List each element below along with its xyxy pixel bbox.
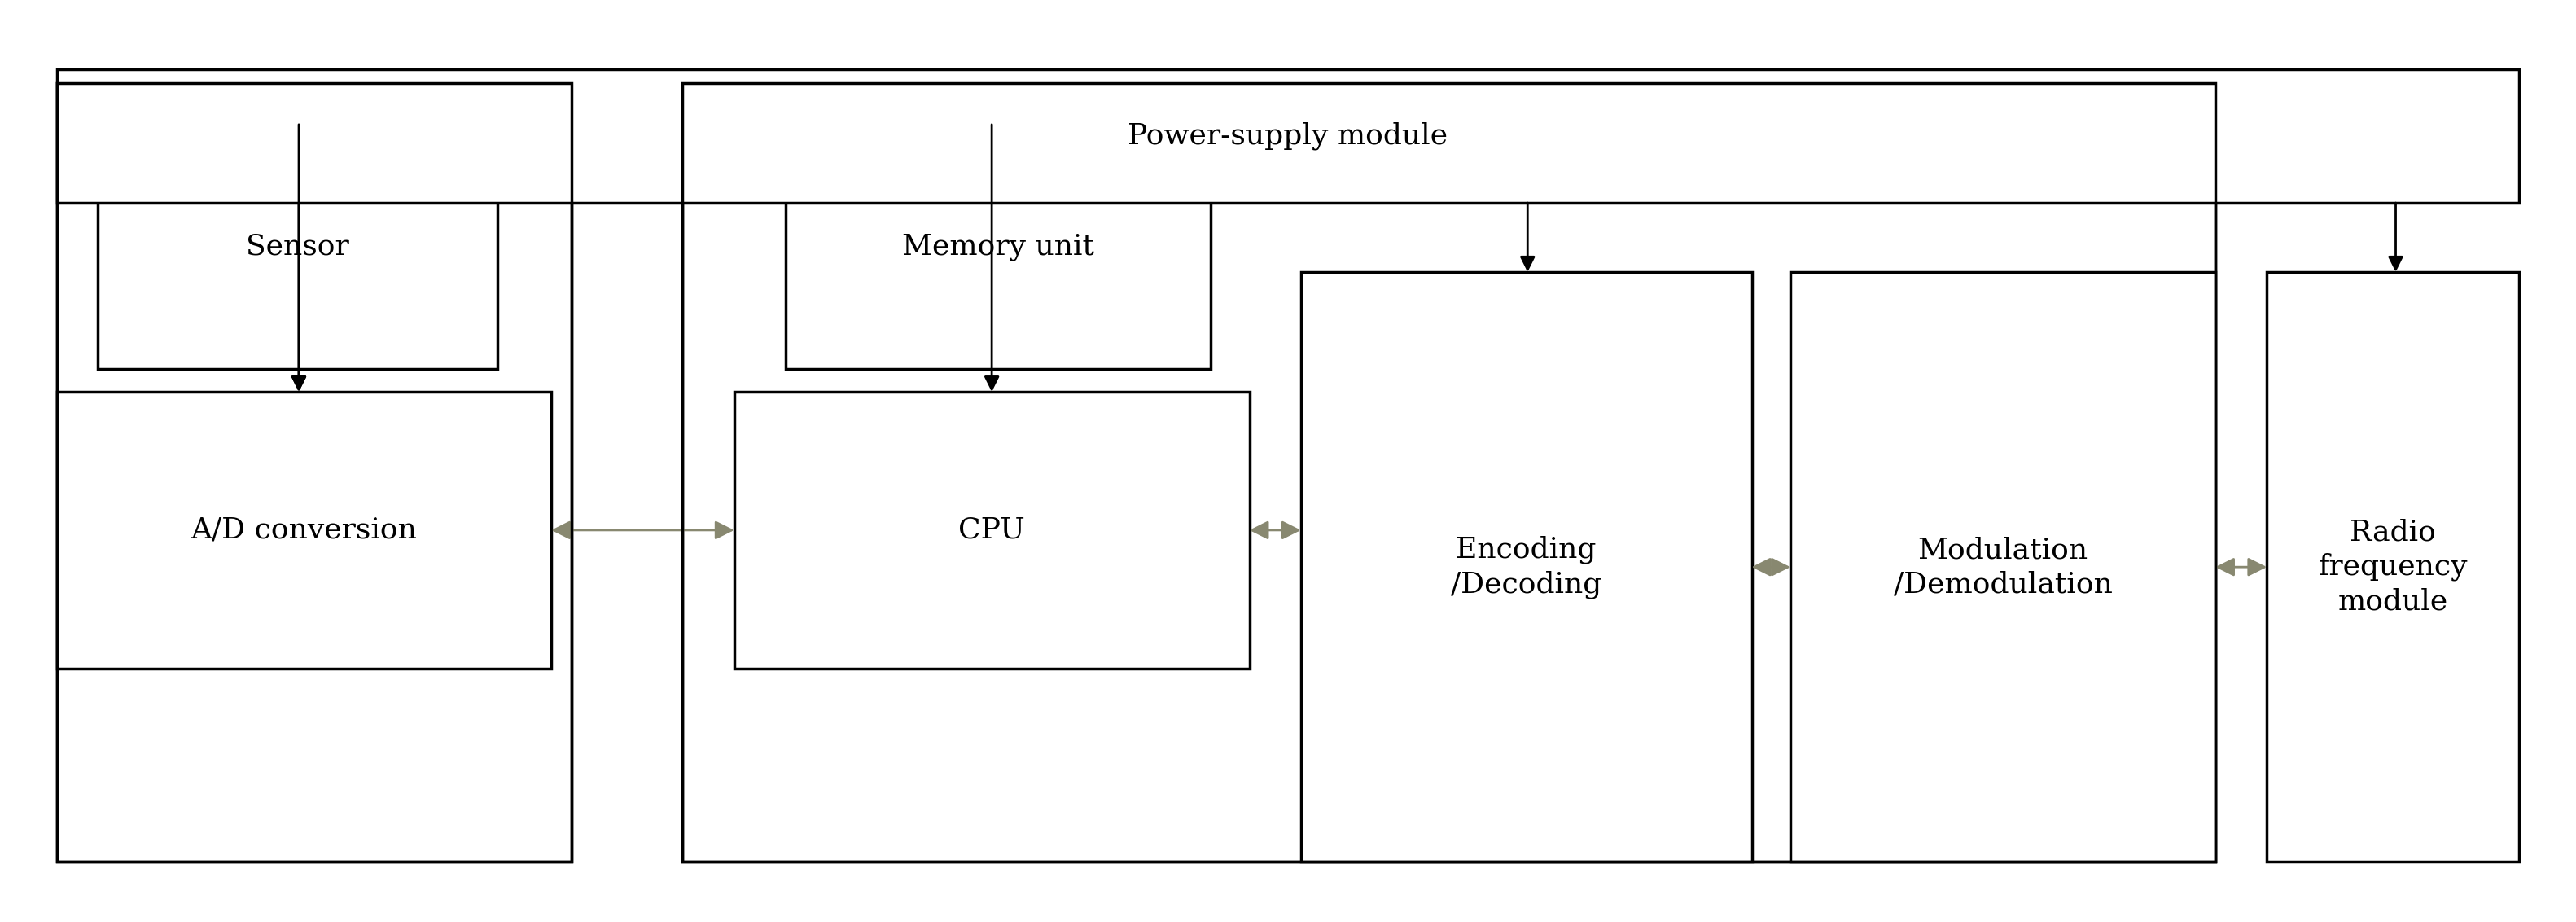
Text: A/D conversion: A/D conversion	[191, 516, 417, 544]
Text: Sensor: Sensor	[245, 232, 350, 261]
Text: CPU: CPU	[958, 516, 1025, 544]
Text: Memory unit: Memory unit	[902, 232, 1095, 261]
Text: Power-supply module: Power-supply module	[1128, 122, 1448, 150]
Bar	[786, 124, 1211, 369]
Bar	[57, 392, 551, 668]
Bar	[734, 392, 1249, 668]
Bar	[683, 83, 2215, 862]
Bar	[683, 83, 2215, 862]
Bar	[57, 83, 572, 862]
Bar	[57, 83, 572, 862]
Bar	[57, 69, 2519, 203]
Bar	[1790, 272, 2215, 862]
Text: Modulation
/Demodulation: Modulation /Demodulation	[1893, 536, 2112, 598]
Bar	[1301, 272, 1752, 862]
Text: Encoding
/Decoding: Encoding /Decoding	[1450, 536, 1602, 598]
Bar	[98, 124, 497, 369]
Bar	[2267, 272, 2519, 862]
Text: Radio
frequency
module: Radio frequency module	[2318, 519, 2468, 615]
